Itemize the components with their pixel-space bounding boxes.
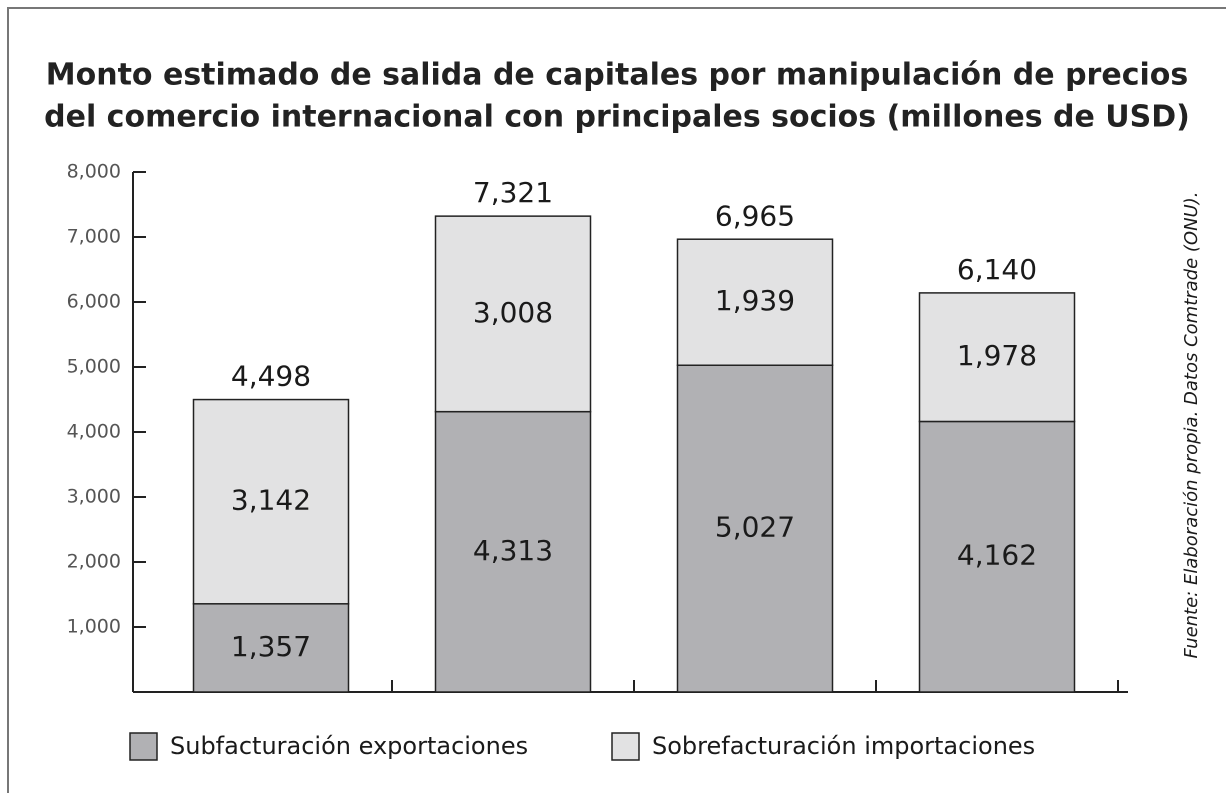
chart-title: del comercio internacional con principal… bbox=[44, 100, 1190, 135]
chart-title: Monto estimado de salida de capitales po… bbox=[46, 58, 1188, 93]
y-tick-label: 7,000 bbox=[67, 226, 121, 248]
source-note: Fuente: Elaboración propia. Datos Comtra… bbox=[1181, 192, 1202, 659]
total-label: 6,965 bbox=[715, 199, 795, 232]
legend-swatch bbox=[611, 732, 640, 761]
frame bbox=[7, 7, 1226, 793]
bar-segment bbox=[434, 410, 592, 693]
legend-label: Subfacturación exportaciones bbox=[170, 732, 528, 760]
y-tick-label: 6,000 bbox=[67, 291, 121, 313]
total-label: 6,140 bbox=[957, 253, 1037, 286]
total-label: 7,321 bbox=[473, 176, 553, 209]
y-tick-label: 4,000 bbox=[67, 421, 121, 443]
value-label: 1,357 bbox=[231, 630, 311, 663]
value-label: 4,313 bbox=[473, 534, 553, 567]
bar-segment bbox=[676, 238, 834, 366]
value-label: 5,027 bbox=[715, 511, 795, 544]
value-label: 1,939 bbox=[715, 284, 795, 317]
bar-segment bbox=[192, 398, 350, 605]
y-tick-label: 5,000 bbox=[67, 356, 121, 378]
legend-swatch bbox=[129, 732, 158, 761]
y-tick-label: 2,000 bbox=[67, 551, 121, 573]
bar-segment bbox=[918, 292, 1076, 423]
bar-segment bbox=[192, 603, 350, 693]
total-label: 4,498 bbox=[231, 360, 311, 393]
y-tick-label: 1,000 bbox=[67, 616, 121, 638]
value-label: 3,142 bbox=[231, 484, 311, 517]
bar-segment bbox=[434, 215, 592, 413]
y-tick-label: 3,000 bbox=[67, 486, 121, 508]
value-label: 3,008 bbox=[473, 296, 553, 329]
value-label: 4,162 bbox=[957, 539, 1037, 572]
bar-segment bbox=[918, 420, 1076, 693]
bar-segment bbox=[676, 364, 834, 693]
y-tick-label: 8,000 bbox=[67, 161, 121, 183]
legend-label: Sobrefacturación importaciones bbox=[652, 732, 1035, 760]
value-label: 1,978 bbox=[957, 339, 1037, 372]
